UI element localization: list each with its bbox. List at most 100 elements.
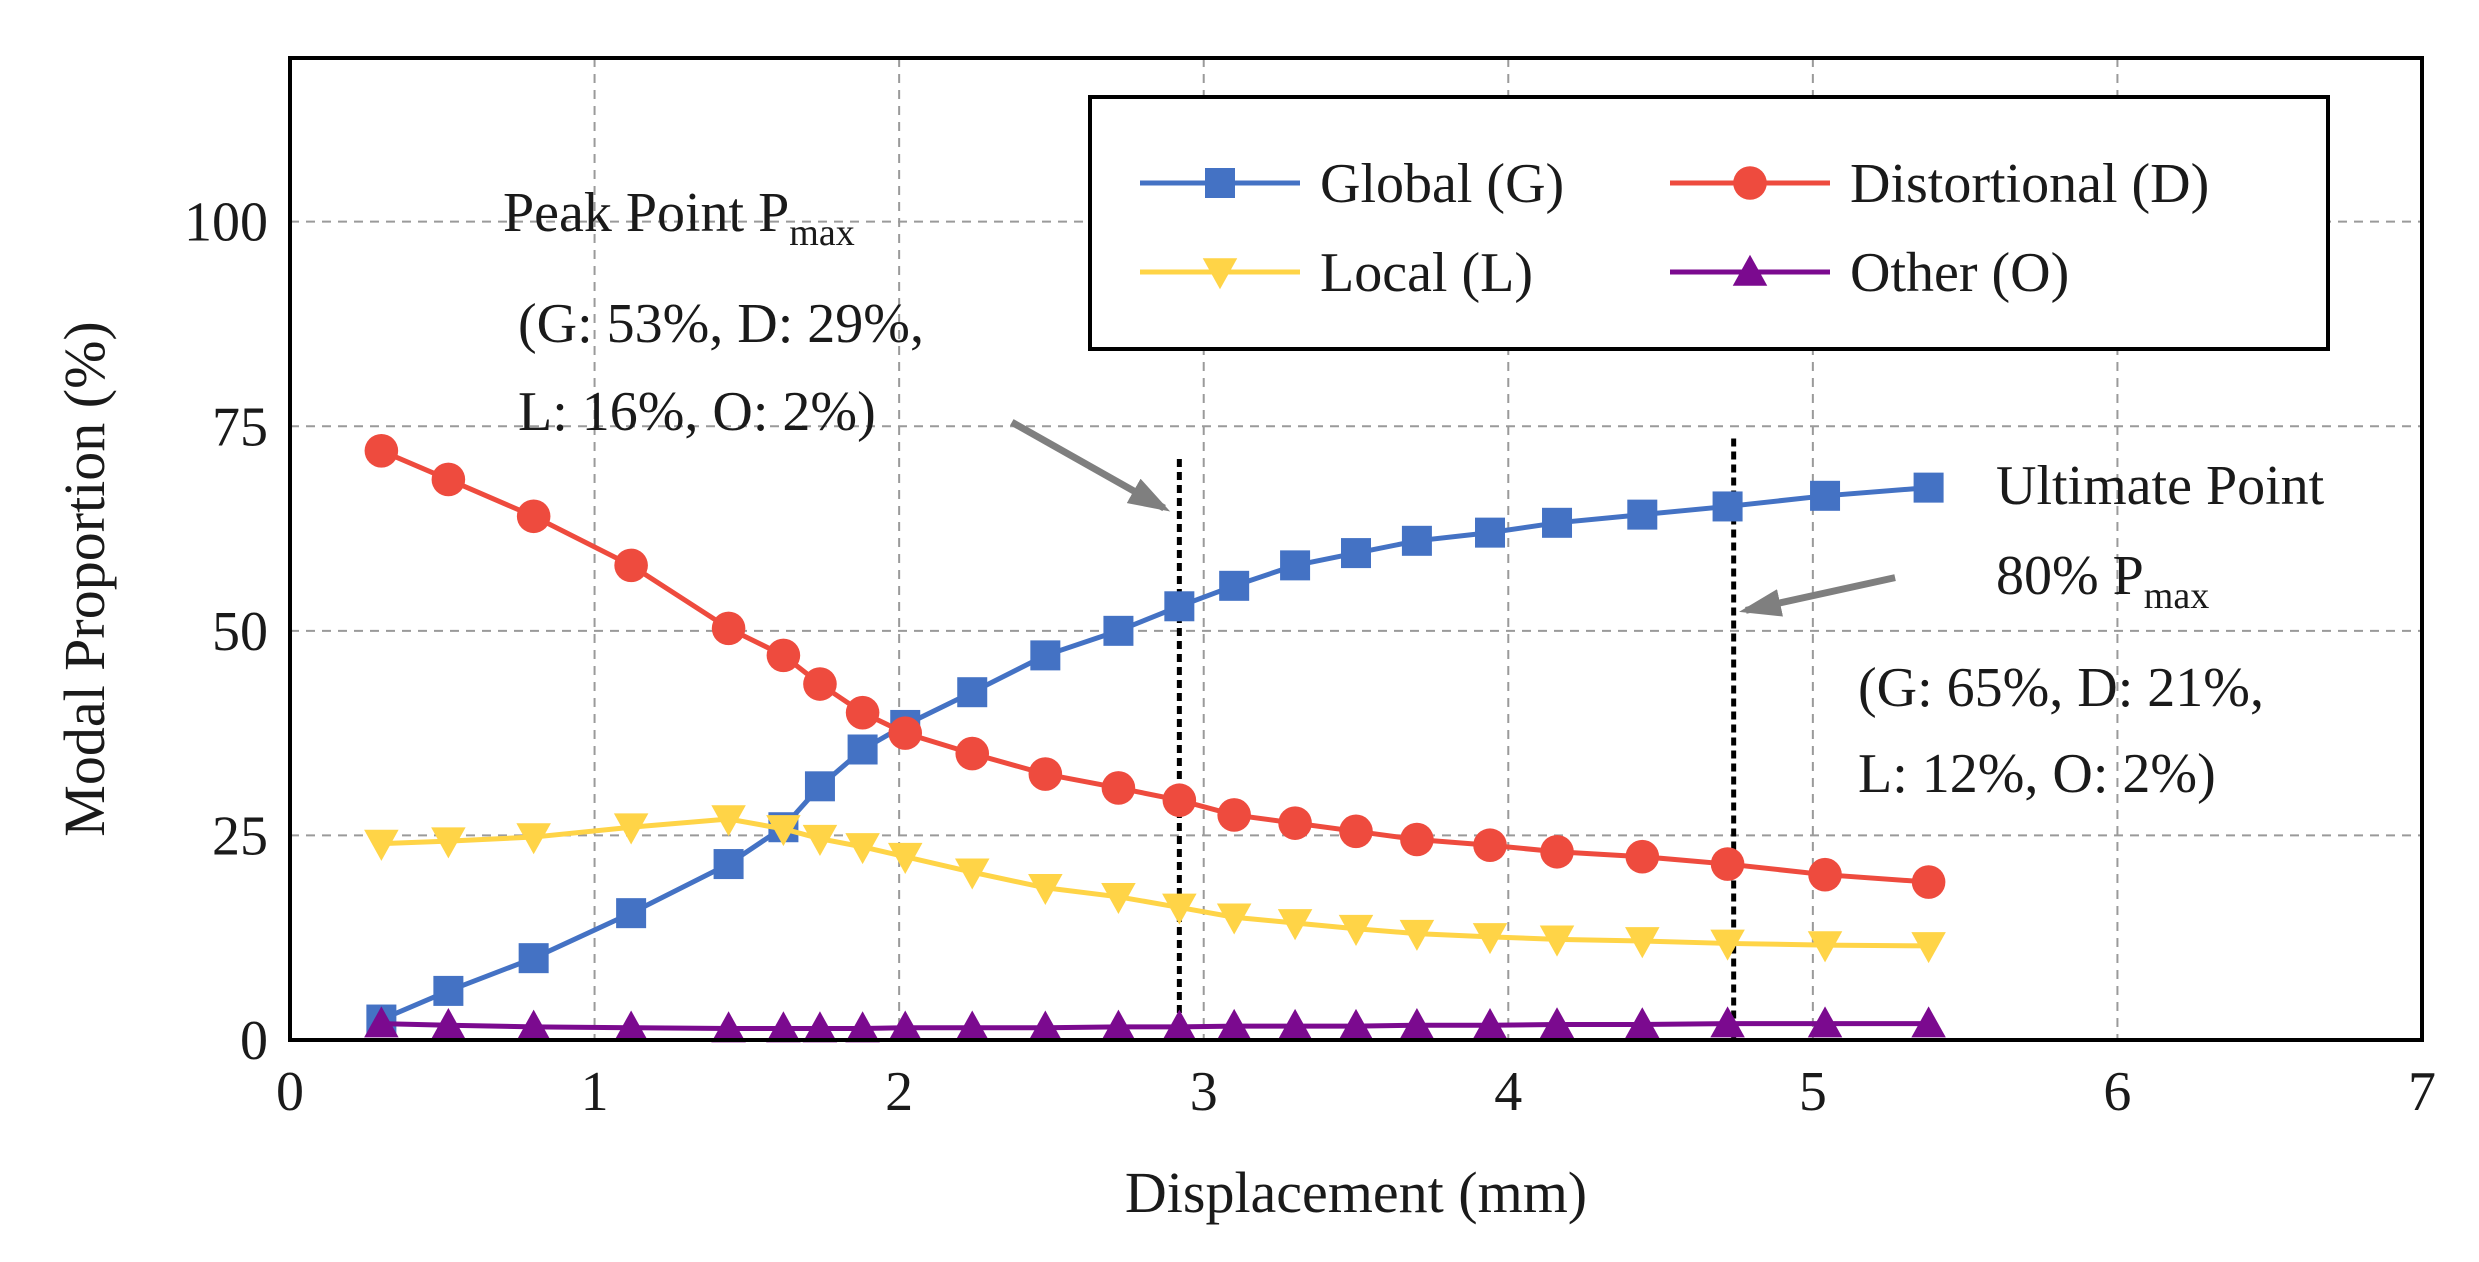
data-point	[1219, 570, 1250, 601]
x-tick-label: 6	[2103, 1061, 2131, 1123]
data-point	[1625, 839, 1660, 874]
legend-label: Global (G)	[1320, 153, 1564, 215]
legend-swatch-marker	[1202, 258, 1238, 290]
data-point	[364, 434, 399, 468]
data-point	[1216, 1008, 1252, 1040]
y-tick-label: 75	[212, 396, 268, 458]
data-point	[888, 716, 923, 750]
data-point	[1277, 1008, 1313, 1040]
legend-label: Local (L)	[1320, 242, 1533, 304]
y-tick-label: 50	[212, 601, 268, 663]
data-point	[1627, 499, 1658, 530]
series-line	[380, 448, 1929, 885]
data-point	[1028, 1010, 1063, 1042]
data-point	[1473, 828, 1507, 863]
data-point	[1399, 919, 1435, 951]
data-point	[954, 858, 990, 890]
x-tick-label: 4	[1494, 1061, 1522, 1123]
ultimate-point-values-2: L: 12%, O: 2%)	[1858, 743, 2216, 805]
data-point	[616, 898, 647, 929]
data-point	[847, 734, 878, 765]
legend-item: Global (G)	[1140, 153, 1564, 215]
data-point	[1164, 591, 1195, 622]
x-tick-label: 2	[885, 1061, 913, 1123]
y-tick-label: 25	[212, 805, 268, 867]
annotations: Peak Point Pmax (G: 53%, D: 29%, L: 16%, O…	[503, 182, 2325, 805]
data-point	[1338, 914, 1374, 946]
data-point	[1103, 615, 1134, 646]
data-point	[803, 667, 837, 701]
data-point	[1101, 1009, 1136, 1041]
data-point	[766, 638, 801, 673]
data-point	[1162, 783, 1197, 818]
series-line	[381, 1021, 1929, 1032]
data-point	[431, 827, 466, 859]
data-point	[887, 842, 923, 874]
legend-swatch-marker	[1732, 254, 1768, 286]
series-1	[364, 434, 1946, 899]
data-point	[1339, 814, 1373, 849]
data-point	[433, 975, 464, 1006]
legend-label: Other (O)	[1850, 242, 2069, 304]
data-point	[1030, 640, 1061, 671]
data-point	[1472, 923, 1508, 955]
data-point	[954, 1010, 990, 1042]
ultimate-point-load: 80% Pmax	[1996, 545, 2209, 617]
data-point	[1540, 834, 1574, 869]
data-point	[1475, 517, 1506, 548]
data-point	[1278, 806, 1312, 840]
data-point	[1401, 525, 1432, 556]
data-point	[845, 695, 880, 730]
data-point	[1539, 1007, 1575, 1039]
data-point	[516, 499, 551, 534]
data-point	[613, 1010, 649, 1042]
data-point	[711, 611, 746, 646]
legend-box	[1088, 95, 2330, 351]
data-point	[1341, 538, 1371, 569]
data-point	[1911, 932, 1946, 964]
data-point	[711, 805, 746, 837]
series-layer	[364, 434, 1946, 1043]
data-point	[1400, 822, 1434, 857]
data-point	[845, 833, 880, 865]
y-tick-label: 100	[184, 192, 268, 254]
data-point	[887, 1010, 923, 1042]
data-point	[1539, 925, 1575, 957]
data-point	[1399, 1008, 1435, 1040]
data-point	[845, 1011, 880, 1043]
data-point	[1712, 491, 1743, 522]
data-point	[1028, 757, 1063, 791]
data-point	[1807, 1006, 1843, 1038]
data-point	[1911, 1006, 1946, 1038]
peak-point-values-2: L: 16%, O: 2%)	[518, 381, 876, 443]
data-point	[1810, 480, 1841, 511]
data-point	[1216, 903, 1252, 935]
data-point	[516, 823, 551, 855]
data-point	[1710, 929, 1745, 961]
data-point	[1807, 931, 1843, 963]
data-point	[957, 677, 988, 708]
ultimate-point-values-1: (G: 65%, D: 21%,	[1858, 657, 2264, 719]
series-3	[364, 1006, 1946, 1043]
ultimate-point-title: Ultimate Point	[1996, 455, 2325, 517]
x-tick-label: 7	[2408, 1061, 2436, 1123]
data-point	[1277, 909, 1313, 941]
data-point	[613, 813, 649, 845]
annotation-arrow	[1739, 574, 1896, 617]
legend-label: Distortional (D)	[1850, 153, 2209, 215]
annotation-arrow	[1010, 419, 1171, 512]
data-point	[1542, 507, 1573, 538]
data-point	[804, 771, 835, 802]
data-point	[431, 462, 466, 497]
data-point	[431, 1008, 466, 1040]
data-point	[518, 943, 549, 974]
data-point	[1472, 1008, 1508, 1040]
data-point	[1625, 927, 1660, 959]
data-point	[1101, 771, 1136, 805]
data-point	[1280, 550, 1311, 581]
x-tick-label: 1	[581, 1061, 609, 1123]
series-0	[366, 472, 1944, 1035]
x-tick-label: 3	[1190, 1061, 1218, 1123]
data-point	[1338, 1008, 1374, 1040]
